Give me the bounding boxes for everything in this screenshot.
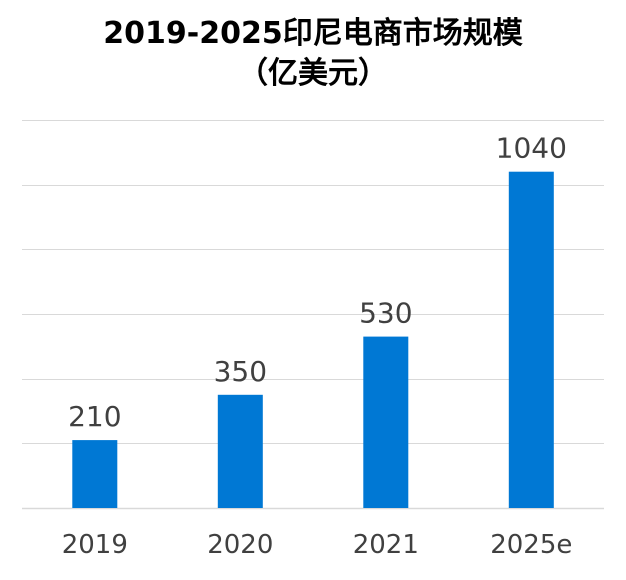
bar-2025e (508, 171, 554, 508)
bar-2021 (363, 336, 409, 508)
bar-2019 (72, 440, 118, 508)
x-tick-label-2021: 2021 (353, 530, 419, 560)
data-label-2021: 530 (359, 297, 412, 330)
chart-title: 2019-2025印尼电商市场规模 （亿美元） (0, 14, 626, 94)
x-tick-label-2020: 2020 (207, 530, 273, 560)
bar-2020 (217, 394, 263, 508)
data-label-2025e: 1040 (496, 132, 567, 165)
data-label-2020: 350 (214, 355, 267, 388)
data-label-2019: 210 (68, 400, 121, 433)
x-tick-label-2019: 2019 (62, 530, 128, 560)
x-tick-label-2025e: 2025e (490, 530, 572, 560)
chart-title-line-1: 2019-2025印尼电商市场规模 (103, 16, 523, 51)
chart-title-line-2: （亿美元） (238, 56, 388, 91)
